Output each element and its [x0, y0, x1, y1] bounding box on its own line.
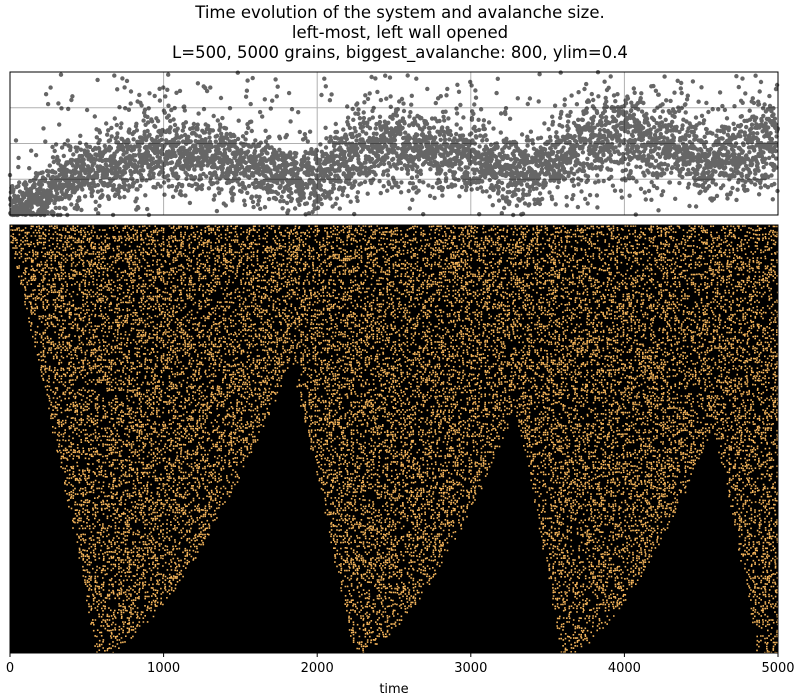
heatmap-frame: [9, 224, 779, 654]
x-axis-tick-label: 0: [6, 661, 14, 676]
x-axis-tick-label: 5000: [761, 661, 794, 676]
heatmap-grain-markers: [10, 225, 778, 653]
heatmap-background: [10, 225, 778, 653]
heatmap-grain-dots: [10, 225, 778, 653]
x-axis-tick-label: 1000: [147, 661, 180, 676]
x-axis-ticks: 0 1000 2000 3000 4000 5000: [6, 653, 795, 676]
scatter-points: [7, 69, 781, 218]
chart-title-line-3: L=500, 5000 grains, biggest_avalanche: 8…: [172, 43, 628, 62]
chart-title-line-2: left-most, left wall opened: [291, 23, 509, 42]
x-axis-label: time: [379, 682, 408, 697]
system-evolution-heatmap-panel: 0 1000 2000 3000 4000 5000 time: [6, 224, 795, 697]
scatter-point-markers: [7, 69, 781, 218]
avalanche-size-scatter-panel: [7, 69, 781, 218]
x-axis-tick-label: 4000: [608, 661, 641, 676]
chart-title-line-1: Time evolution of the system and avalanc…: [195, 3, 605, 22]
x-axis-tick-label: 2000: [301, 661, 334, 676]
x-axis-tick-label: 3000: [454, 661, 487, 676]
scatter-plot-frame: [9, 71, 779, 216]
